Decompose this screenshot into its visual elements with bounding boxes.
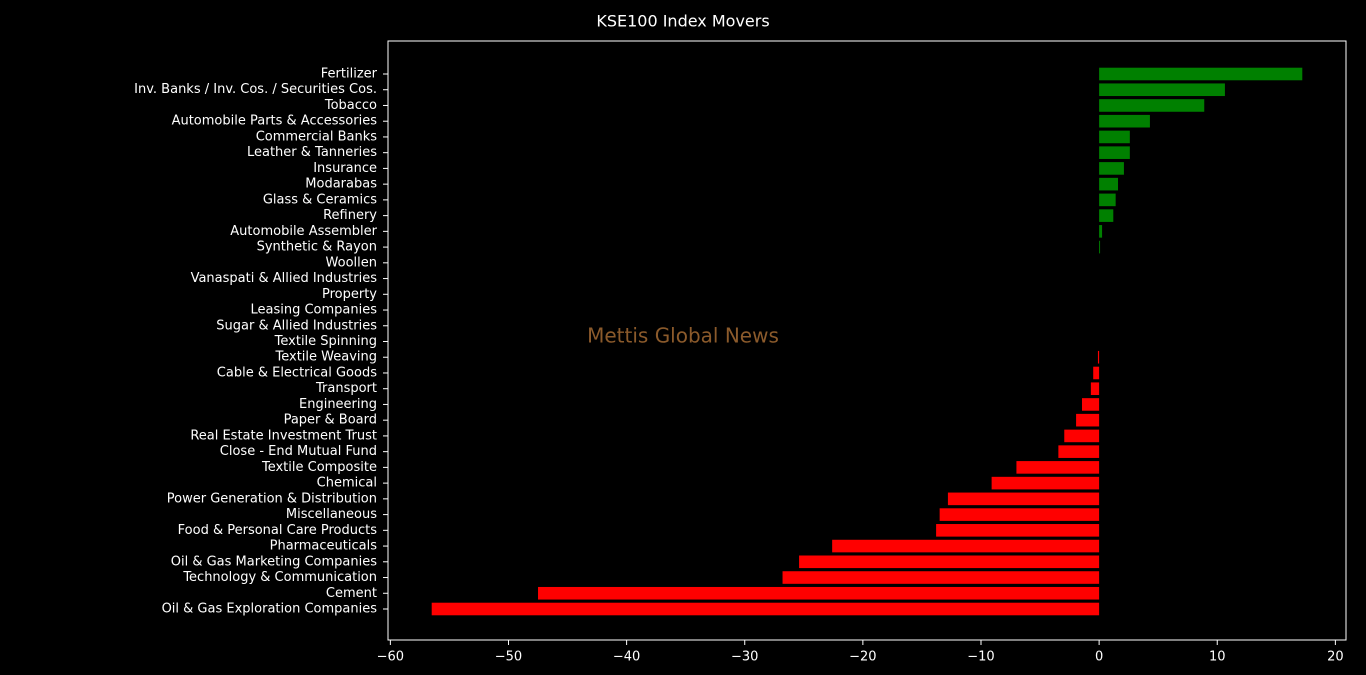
bar xyxy=(1090,382,1100,395)
y-tick-label: Inv. Banks / Inv. Cos. / Securities Cos. xyxy=(134,82,377,97)
x-tick-label: 10 xyxy=(1209,650,1226,665)
y-tick-label: Commercial Banks xyxy=(256,129,378,144)
y-tick-label: Woollen xyxy=(326,255,377,270)
y-tick-label: Chemical xyxy=(317,476,377,491)
y-tick-label: Insurance xyxy=(313,161,377,176)
y-tick-label: Sugar & Allied Industries xyxy=(216,318,377,333)
y-tick-label: Textile Composite xyxy=(261,460,377,475)
y-tick-label: Real Estate Investment Trust xyxy=(190,428,377,443)
bar xyxy=(538,586,1100,600)
bar xyxy=(991,476,1100,490)
y-tick-label: Automobile Assembler xyxy=(230,224,377,239)
x-tick-label: −60 xyxy=(377,650,404,665)
x-tick-label: 20 xyxy=(1327,650,1344,665)
y-tick-label: Close - End Mutual Fund xyxy=(220,444,377,459)
bar xyxy=(1099,193,1116,207)
y-tick-label: Refinery xyxy=(323,208,377,223)
y-tick-label: Leasing Companies xyxy=(250,303,377,318)
y-tick-label: Cable & Electrical Goods xyxy=(217,365,377,380)
bar xyxy=(939,508,1100,521)
y-tick-label: Pharmaceuticals xyxy=(270,539,378,554)
bar xyxy=(1099,162,1124,175)
y-tick-label: Synthetic & Rayon xyxy=(257,240,377,255)
bar xyxy=(832,539,1100,553)
bar xyxy=(782,571,1100,584)
bar xyxy=(431,602,1100,616)
y-tick-label: Technology & Communication xyxy=(182,570,377,585)
y-tick-label: Transport xyxy=(315,381,377,396)
y-tick-label: Miscellaneous xyxy=(286,507,377,522)
y-tick-label: Engineering xyxy=(299,397,377,412)
y-tick-label: Fertilizer xyxy=(321,67,378,82)
y-tick-label: Automobile Parts & Accessories xyxy=(172,114,378,129)
bar xyxy=(936,524,1100,537)
x-tick-label: −30 xyxy=(731,650,758,665)
bar xyxy=(799,555,1100,569)
bar xyxy=(1076,413,1100,427)
x-tick-label: −40 xyxy=(613,650,640,665)
plot-frame xyxy=(387,40,1347,641)
y-tick-label: Oil & Gas Marketing Companies xyxy=(171,554,377,569)
y-tick-label: Leather & Tanneries xyxy=(247,145,377,160)
bar xyxy=(1099,240,1101,254)
bar xyxy=(947,492,1100,506)
y-tick-label: Oil & Gas Exploration Companies xyxy=(162,602,378,617)
chart-title: KSE100 Index Movers xyxy=(596,12,769,31)
y-tick-label: Cement xyxy=(326,586,377,601)
bar xyxy=(1099,177,1119,191)
bar xyxy=(1099,83,1225,97)
bar xyxy=(1099,146,1130,159)
y-tick-label: Power Generation & Distribution xyxy=(167,491,377,506)
y-tick-label: Tobacco xyxy=(324,98,377,113)
bar xyxy=(1099,209,1114,222)
y-tick-label: Modarabas xyxy=(305,177,377,192)
y-tick-label: Textile Spinning xyxy=(274,334,377,349)
x-tick-label: 0 xyxy=(1095,650,1103,665)
y-tick-label: Textile Weaving xyxy=(275,350,378,365)
bar xyxy=(1099,99,1205,112)
x-tick-label: −20 xyxy=(849,650,876,665)
bar xyxy=(1097,350,1100,364)
x-tick-label: −10 xyxy=(967,650,994,665)
bar xyxy=(1081,398,1100,411)
bar xyxy=(1064,429,1100,443)
bar xyxy=(1016,461,1100,474)
y-tick-label: Paper & Board xyxy=(284,413,377,428)
watermark: Mettis Global News xyxy=(587,324,779,348)
bar xyxy=(1099,130,1130,144)
bar xyxy=(1058,445,1100,458)
x-tick-label: −50 xyxy=(495,650,522,665)
y-tick-label: Glass & Ceramics xyxy=(263,192,377,207)
bar xyxy=(1099,114,1150,128)
bar xyxy=(1093,366,1100,380)
bar xyxy=(1099,225,1103,238)
bar xyxy=(1099,67,1303,81)
y-tick-label: Vanaspati & Allied Industries xyxy=(191,271,378,286)
y-tick-label: Property xyxy=(322,287,377,302)
y-tick-label: Food & Personal Care Products xyxy=(178,523,378,538)
